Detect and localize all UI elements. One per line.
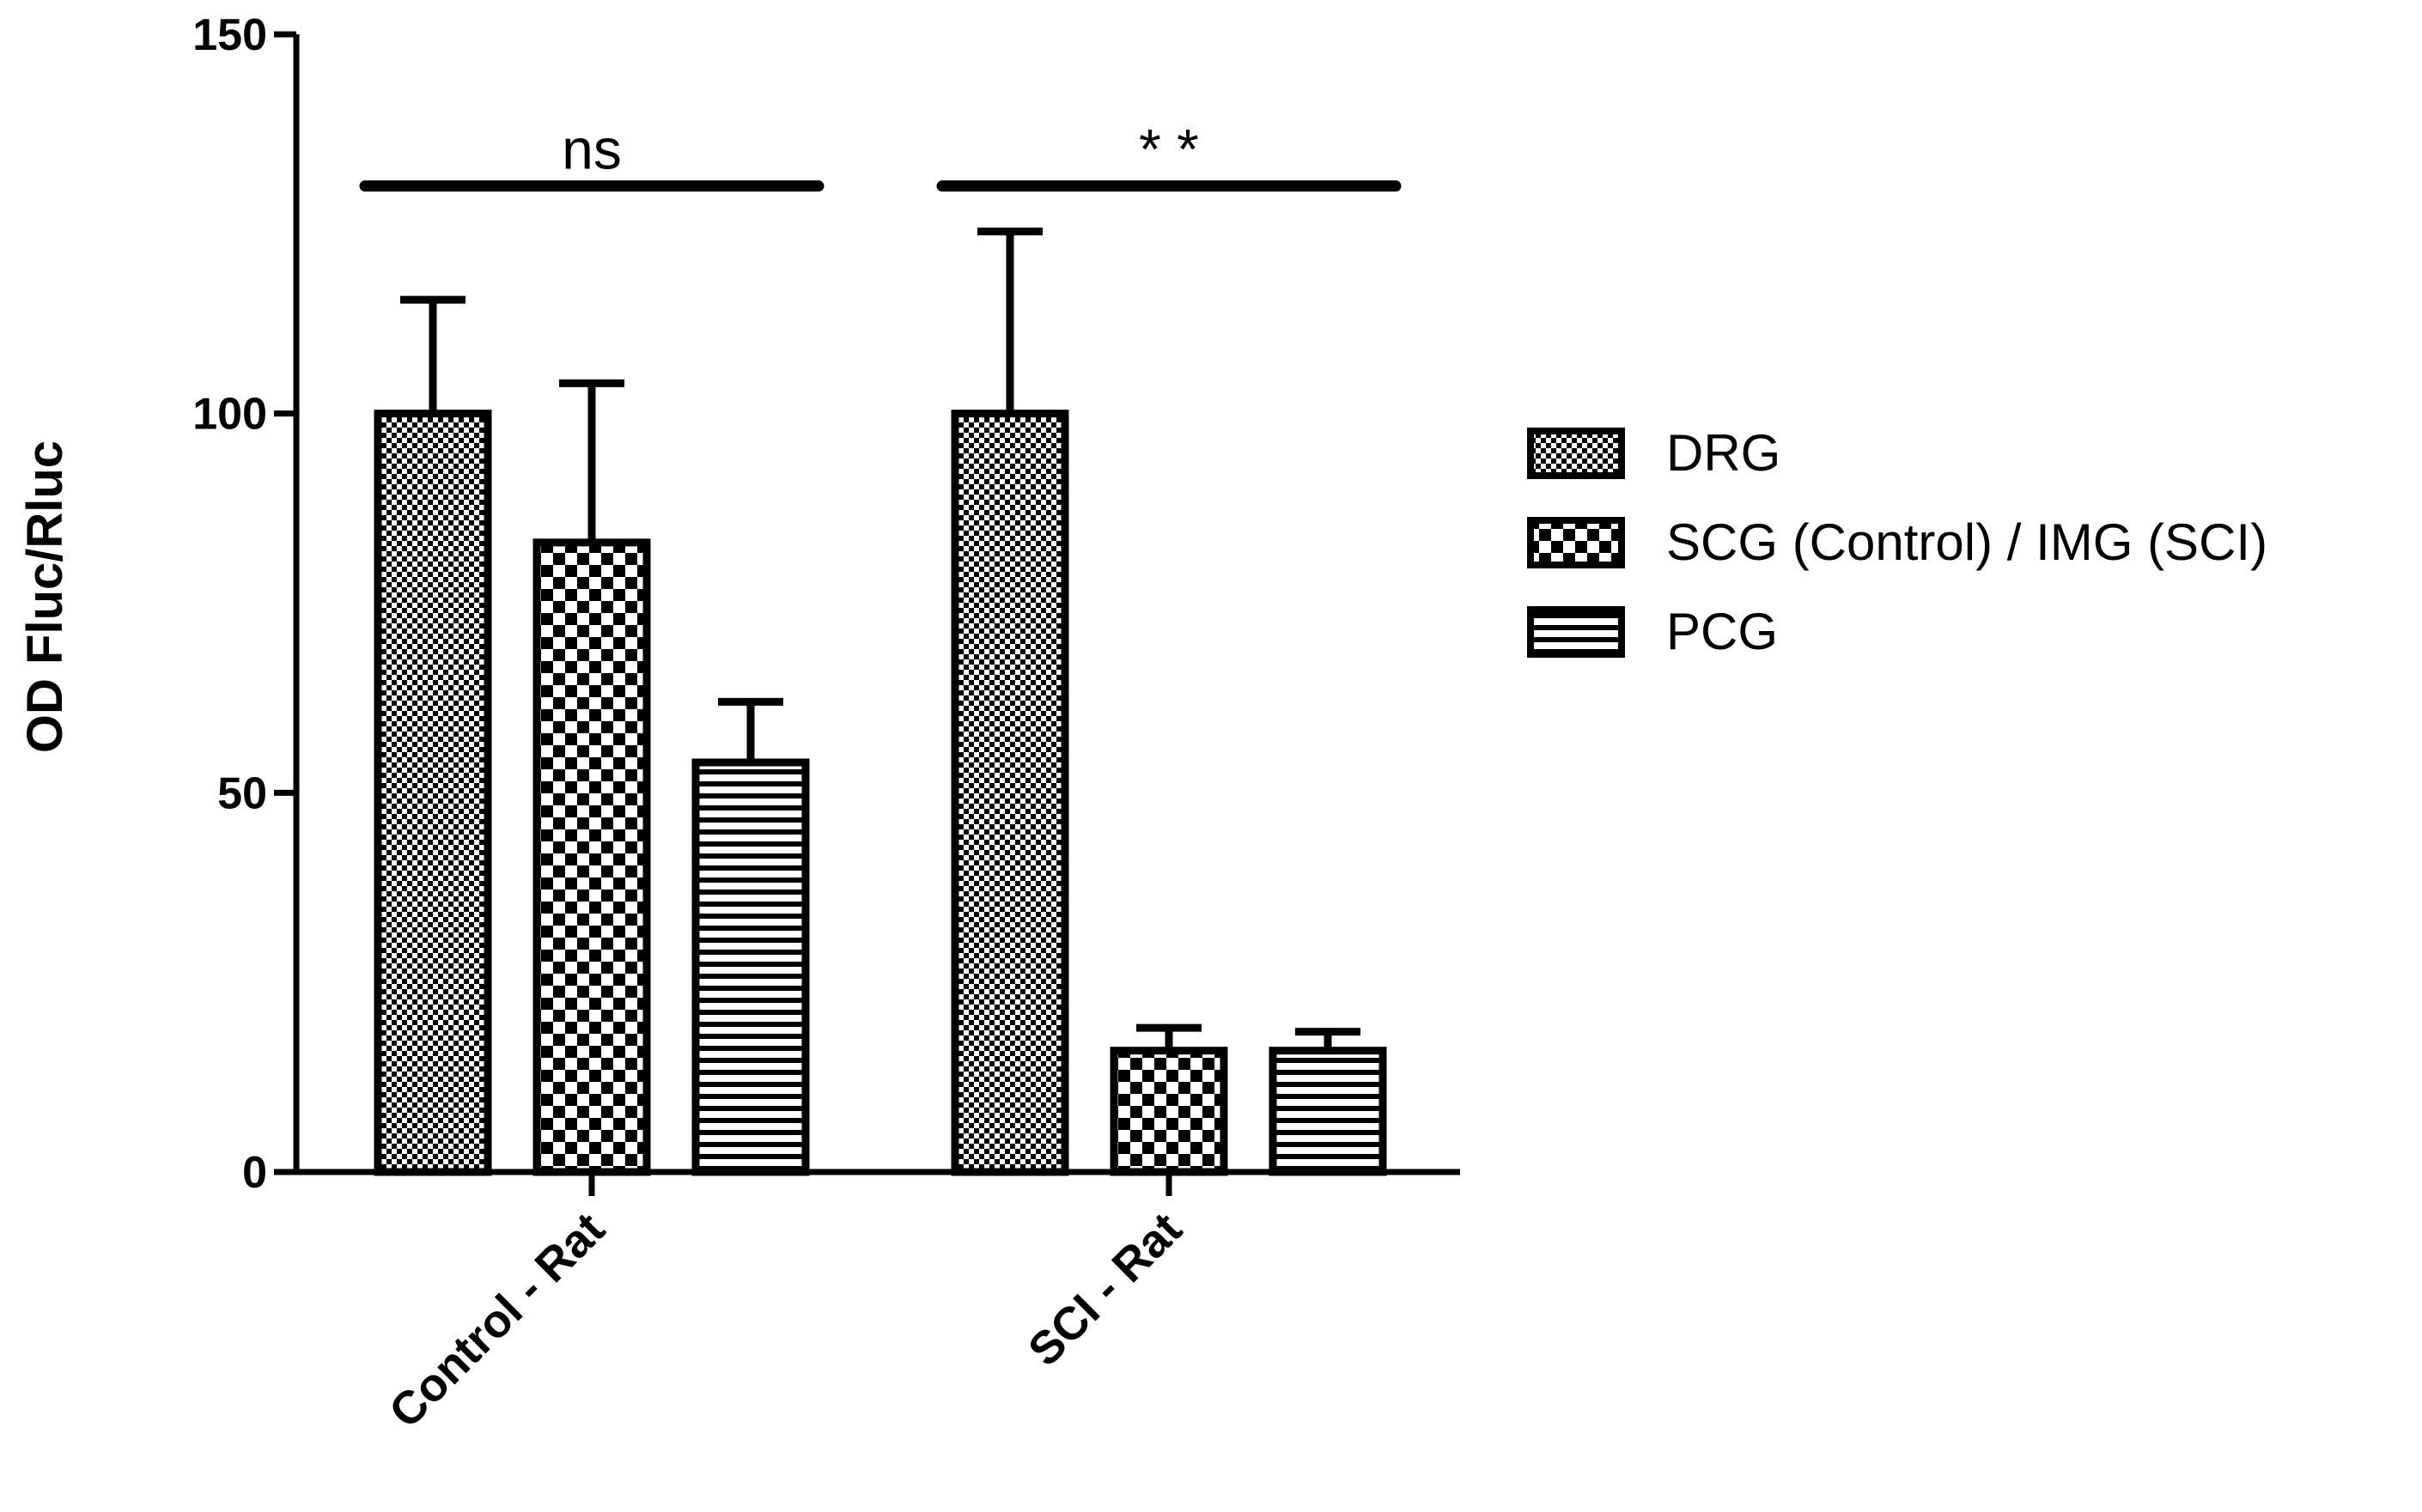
legend-label: DRG (1666, 424, 1780, 482)
legend-label: SCG (Control) / IMG (SCI) (1666, 513, 2267, 571)
legend: DRG SCG (Control) / IMG (SCI) PCG (1527, 424, 2267, 660)
y-tick-label: 0 (242, 1148, 267, 1198)
significance-label: * * (1139, 118, 1199, 181)
bar (951, 410, 1069, 1176)
y-axis: 0 50 100 150 (192, 10, 300, 1198)
legend-swatch (1527, 428, 1625, 479)
bar (691, 758, 810, 1176)
legend-swatch (1527, 517, 1625, 568)
y-axis-title: OD Fluc/Rluc (17, 440, 73, 753)
x-axis: Control - Rat SCI - Rat (296, 1169, 1460, 1438)
bar (1110, 1047, 1228, 1176)
significance-annotations: ns * * (359, 118, 1402, 192)
x-tick-label: Control - Rat (380, 1203, 615, 1438)
x-tick-label: SCI - Rat (1019, 1203, 1192, 1376)
y-tick-label: 100 (192, 390, 267, 440)
legend-label: PCG (1666, 603, 1778, 660)
significance-label: ns (562, 118, 622, 181)
bar (374, 410, 492, 1176)
bar (532, 538, 651, 1176)
legend-swatch (1527, 606, 1625, 658)
y-tick-label: 150 (192, 10, 267, 60)
bars-group (374, 228, 1387, 1176)
y-tick-label: 50 (217, 768, 267, 818)
bar (1269, 1047, 1387, 1176)
